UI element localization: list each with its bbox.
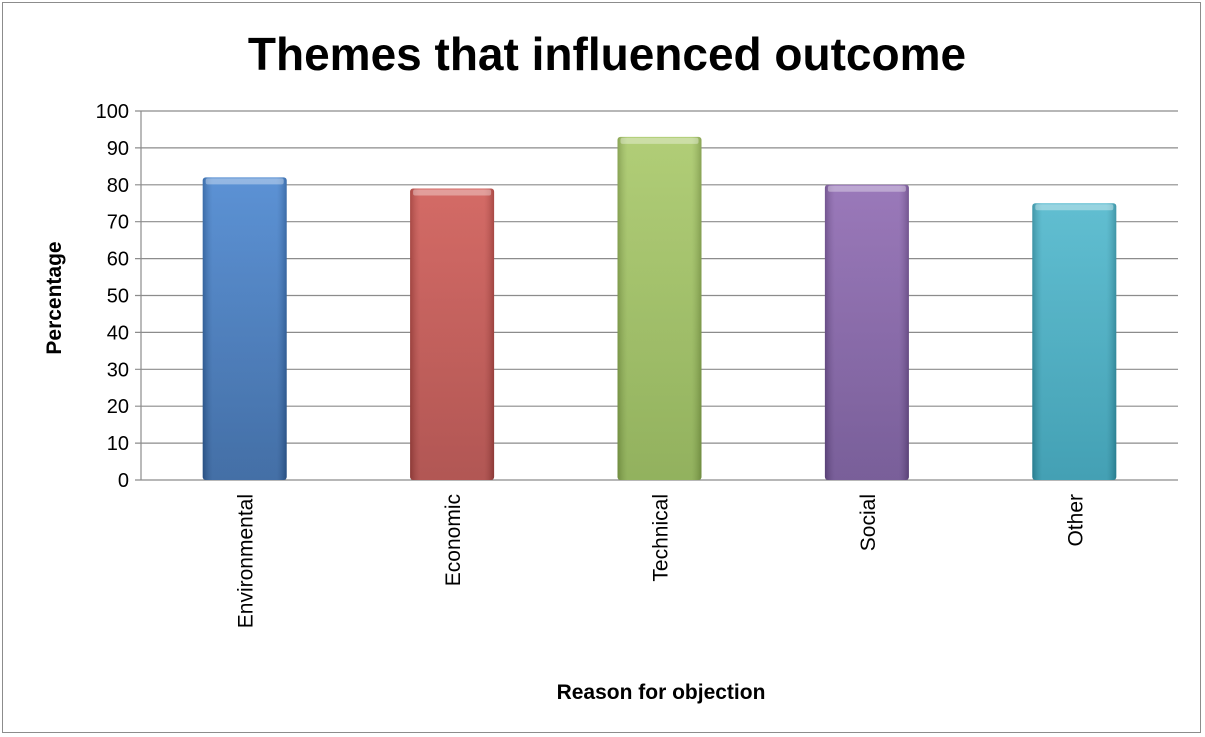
bars [202, 136, 1117, 481]
y-tick-label: 70 [107, 212, 129, 234]
y-tick-label: 50 [107, 286, 129, 308]
bar-technical [617, 136, 702, 480]
y-tick-labels: 0 10 20 30 40 50 60 70 80 90 100 [96, 101, 129, 492]
y-tick-label: 30 [107, 359, 129, 381]
bar-other [1032, 203, 1117, 480]
y-tick-label: 10 [107, 433, 129, 455]
y-axis-title: Percentage [43, 241, 66, 354]
category-label-social: Social [857, 494, 880, 551]
bar-economic [410, 188, 495, 481]
x-axis-title: Reason for objection [557, 681, 766, 704]
y-tick-label: 40 [107, 322, 129, 344]
y-tick-label: 60 [107, 249, 129, 271]
category-label-environmental: Environmental [235, 494, 258, 628]
chart-title: Themes that influenced outcome [248, 28, 966, 80]
category-label-other: Other [1064, 494, 1087, 547]
category-label-technical: Technical [650, 494, 673, 582]
y-tick-label: 0 [118, 470, 129, 492]
y-tick-label: 20 [107, 396, 129, 418]
bar-environmental [202, 177, 287, 481]
category-label-economic: Economic [442, 494, 465, 586]
category-labels: Environmental Economic Technical Social Othe… [235, 494, 1088, 628]
y-tick-label: 90 [107, 138, 129, 160]
bar-social [824, 184, 909, 481]
y-tick-label: 80 [107, 175, 129, 197]
y-tick-label: 100 [96, 101, 129, 123]
bar-chart: Themes that influenced outcome Percentag… [43, 28, 1178, 704]
